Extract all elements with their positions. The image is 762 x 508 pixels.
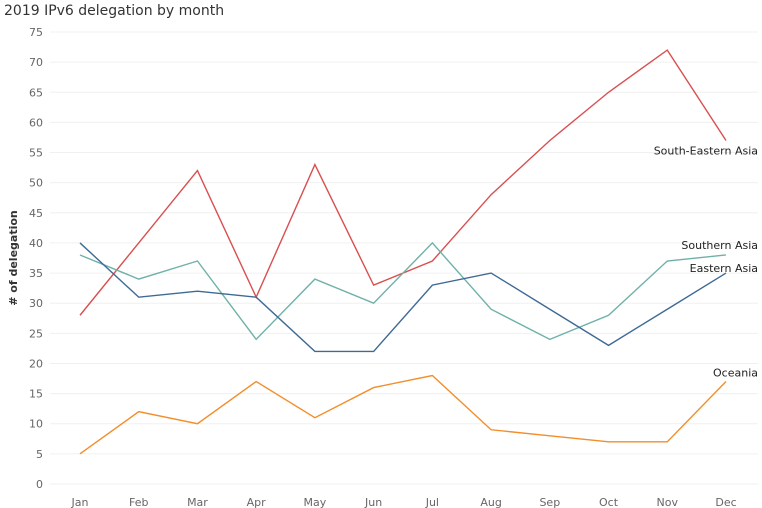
y-tick-label: 35 xyxy=(29,267,43,280)
series-label-eastern-asia: Eastern Asia xyxy=(690,262,758,275)
series-label-oceania: Oceania xyxy=(713,367,758,380)
x-tick-label: Jun xyxy=(364,496,382,508)
y-axis-title: # of delegation xyxy=(7,210,20,306)
y-tick-label: 55 xyxy=(29,147,43,160)
series-line-oceania xyxy=(79,374,727,455)
y-tick-label: 20 xyxy=(29,357,43,370)
series-label-south-eastern-asia: South-Eastern Asia xyxy=(654,144,758,157)
series-line-southern-asia xyxy=(79,241,727,341)
series-lines xyxy=(79,49,727,455)
y-tick-label: 30 xyxy=(29,297,43,310)
y-tick-label: 65 xyxy=(29,86,43,99)
y-tick-label: 40 xyxy=(29,237,43,250)
x-tick-label: Mar xyxy=(187,496,208,508)
series-label-southern-asia: Southern Asia xyxy=(681,239,758,252)
y-tick-label: 5 xyxy=(36,448,43,461)
x-tick-label: Apr xyxy=(247,496,267,508)
x-axis-ticks: Jan Feb Mar Apr May Jun Jul Aug Sep Oct Nov Dec xyxy=(71,496,737,508)
gridlines xyxy=(50,31,758,485)
x-tick-label: Jul xyxy=(425,496,439,508)
x-tick-label: Feb xyxy=(129,496,148,508)
x-tick-label: Sep xyxy=(539,496,560,508)
y-tick-label: 10 xyxy=(29,418,43,431)
x-tick-label: Dec xyxy=(715,496,736,508)
x-tick-label: Aug xyxy=(480,496,501,508)
y-tick-label: 25 xyxy=(29,327,43,340)
x-tick-label: Nov xyxy=(657,496,679,508)
y-tick-label: 75 xyxy=(29,26,43,39)
y-tick-label: 50 xyxy=(29,177,43,190)
y-tick-label: 60 xyxy=(29,116,43,129)
series-end-labels: South-Eastern Asia Southern Asia Eastern A… xyxy=(654,144,758,379)
y-tick-label: 0 xyxy=(36,478,43,491)
y-tick-label: 15 xyxy=(29,388,43,401)
chart-title: 2019 IPv6 delegation by month xyxy=(4,3,225,19)
y-tick-label: 45 xyxy=(29,207,43,220)
x-tick-label: Oct xyxy=(599,496,619,508)
y-axis-ticks: 0 5 10 15 20 25 30 35 40 45 50 55 60 65 70 75 xyxy=(29,26,43,491)
x-tick-label: May xyxy=(304,496,327,508)
series-line-eastern-asia xyxy=(79,242,727,353)
x-tick-label: Jan xyxy=(71,496,89,508)
y-tick-label: 70 xyxy=(29,56,43,69)
